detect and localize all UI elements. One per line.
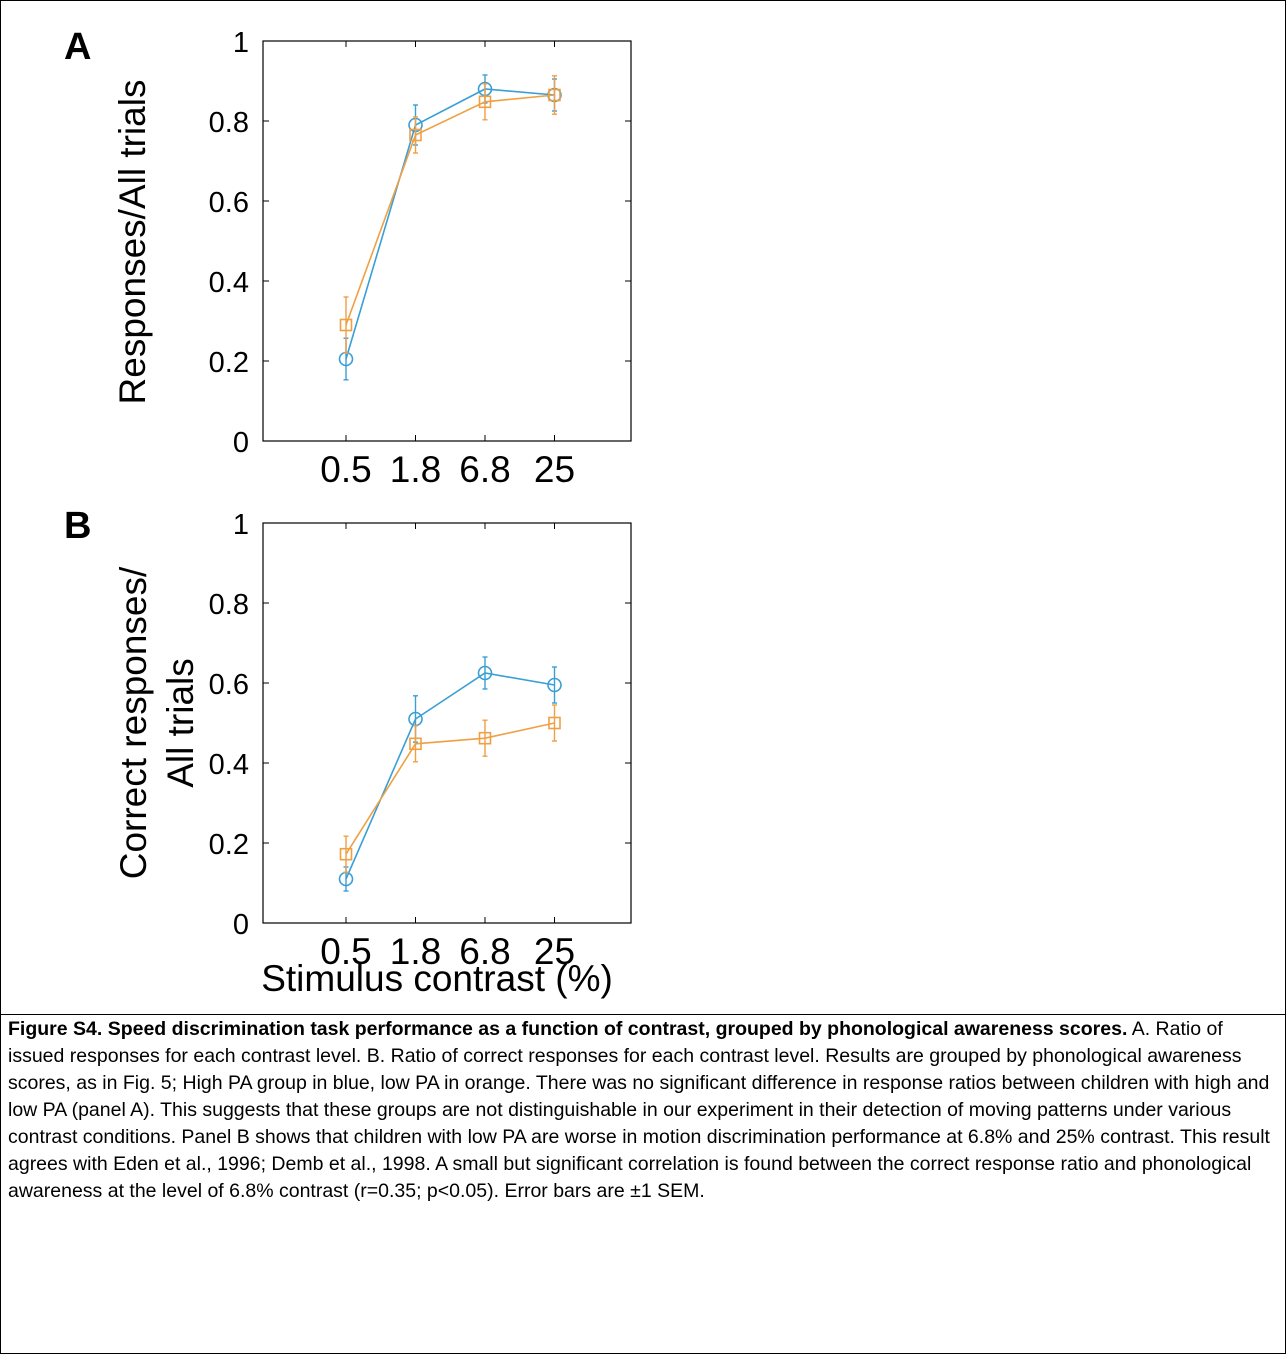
panel-a-label: A [64, 26, 91, 68]
panel-b-ytick-label: 0.6 [209, 669, 249, 701]
figure-frame [0, 0, 1286, 1014]
figure-svg: A Responses/All trials 0 0.2 0.4 0.6 0.8 1 0.5… [64, 26, 632, 999]
panel-b-xtick-label: 6.8 [459, 931, 510, 972]
panel-b-xtick-label: 0.5 [320, 931, 371, 972]
panel-a-xtick-label: 6.8 [459, 449, 510, 490]
panel-a-ytick-label: 1 [233, 27, 249, 59]
panel-b-axes-box [262, 522, 632, 924]
panel-b-point-square [478, 731, 492, 745]
panel-a-point-square [409, 128, 422, 142]
panel-a-ytick-label: 0.4 [209, 267, 249, 299]
panel-a-ylabel: Responses/All trials [112, 80, 153, 405]
panel-a-axes-box [262, 40, 632, 442]
caption-body: A. Ratio of issued responses for each co… [8, 1018, 1270, 1202]
panel-b-ytick-label: 0.4 [209, 749, 249, 781]
panel-b-plot: 0 0.2 0.4 0.6 0.8 1 0.5 1.8 6.8 25 [209, 509, 632, 972]
panel-a-ytick-label: 0.8 [209, 107, 249, 139]
panel-b-series-line-circle [345, 672, 555, 880]
panel-a-point-square [548, 88, 561, 102]
panel-a-point-square [339, 318, 353, 332]
panel-a-series-line-square [345, 94, 555, 326]
panel-b-xtick-label: 25 [534, 931, 575, 972]
panel-b-point-square [339, 847, 353, 861]
panel-b-ytick-label: 1 [233, 509, 249, 541]
panel-b-point-circle [477, 665, 493, 681]
panel-a-xtick-label: 0.5 [320, 449, 371, 490]
panel-b-ytick-label: 0.2 [209, 829, 249, 861]
panel-b-ytick-label: 0.8 [209, 589, 249, 621]
panel-b-ytick-label: 0 [233, 909, 249, 941]
panel-b-point-square [409, 737, 422, 751]
panel-a-xtick-label: 25 [534, 449, 575, 490]
panel-a-plot: 0 0.2 0.4 0.6 0.8 1 0.5 1.8 6.8 25 [209, 27, 632, 490]
panel-a-ytick-label: 0 [233, 427, 249, 459]
panel-a-ytick-label: 0.6 [209, 187, 249, 219]
panel-b-ylabel-line1: Correct responses/ [113, 566, 154, 879]
figure-caption: Figure S4. Speed discrimination task per… [8, 1016, 1280, 1205]
x-axis-label: Stimulus contrast (%) [261, 958, 613, 999]
panel-a-xtick-label: 1.8 [390, 449, 441, 490]
panel-a-point-square [478, 95, 492, 109]
panel-b-series-line-square [345, 722, 555, 855]
panel-a-series-line-circle [345, 88, 555, 360]
panel-b-xtick-label: 1.8 [390, 931, 441, 972]
panel-b-point-square [548, 716, 561, 730]
caption-title: Figure S4. Speed discrimination task per… [8, 1018, 1128, 1040]
panel-b-ylabel-line2: All trials [160, 658, 201, 788]
panel-b-point-circle [547, 677, 562, 693]
panel-b-label: B [64, 505, 91, 547]
panel-a-ytick-label: 0.2 [209, 347, 249, 379]
